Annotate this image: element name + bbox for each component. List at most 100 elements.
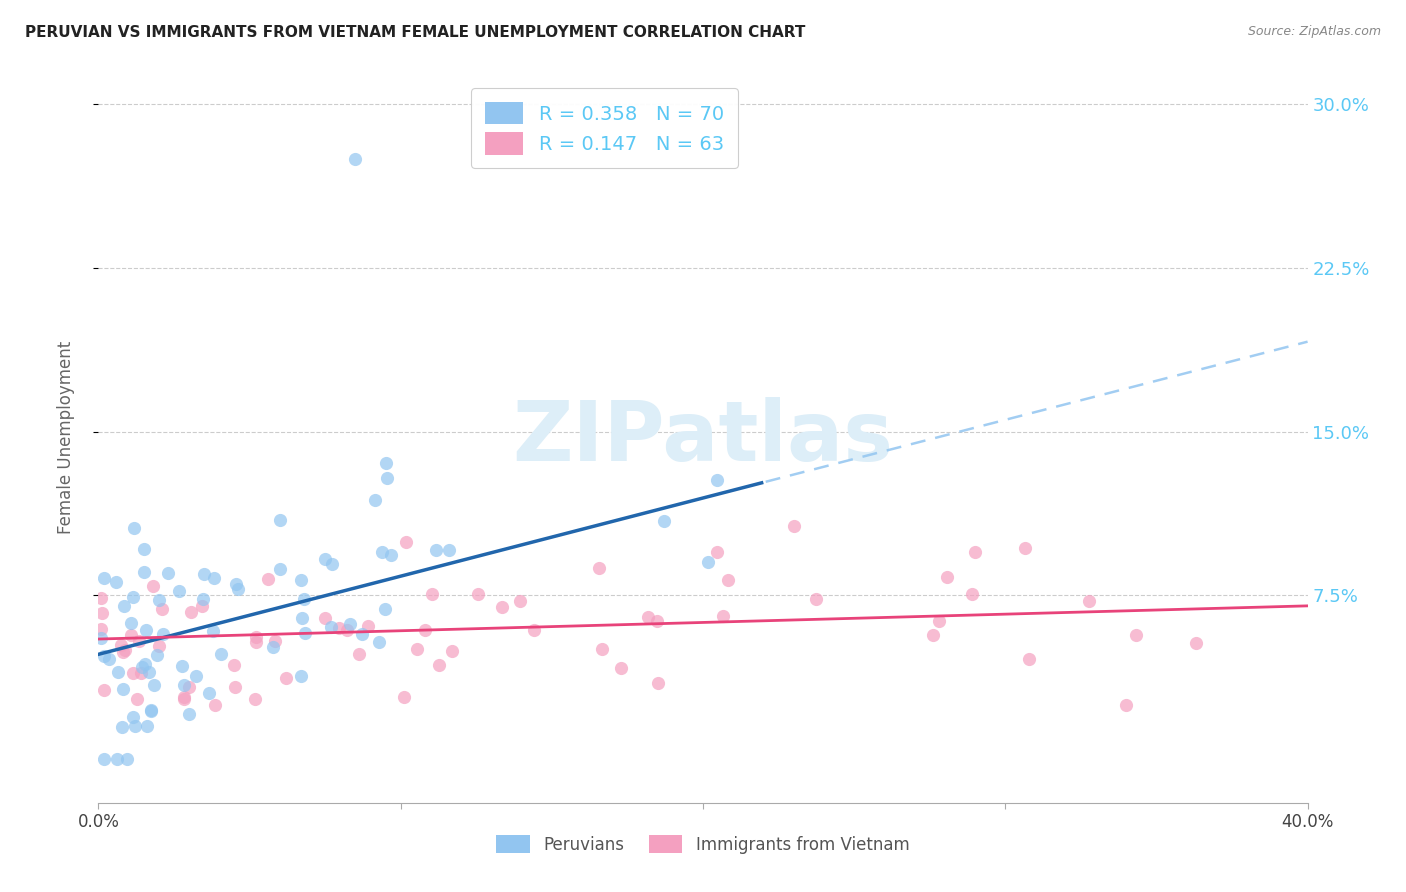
Point — [375, 470, 398, 484]
Point — [965, 545, 987, 559]
Point — [93, 648, 115, 663]
Point — [128, 634, 150, 648]
Point — [107, 665, 129, 680]
Point — [291, 611, 314, 625]
Point — [269, 562, 291, 576]
Text: Source: ZipAtlas.com: Source: ZipAtlas.com — [1247, 25, 1381, 38]
Point — [375, 456, 398, 470]
Point — [936, 570, 959, 584]
Point — [122, 710, 145, 724]
Point — [420, 587, 443, 601]
Text: PERUVIAN VS IMMIGRANTS FROM VIETNAM FEMALE UNEMPLOYMENT CORRELATION CHART: PERUVIAN VS IMMIGRANTS FROM VIETNAM FEMA… — [25, 25, 806, 40]
Point — [131, 660, 153, 674]
Point — [211, 647, 233, 661]
Point — [245, 630, 267, 644]
Point — [193, 567, 215, 582]
Point — [1018, 651, 1040, 665]
Point — [350, 627, 373, 641]
Point — [395, 534, 418, 549]
Point — [112, 599, 135, 614]
Point — [114, 643, 136, 657]
Point — [143, 678, 166, 692]
Point — [523, 624, 546, 638]
Point — [148, 639, 170, 653]
Point — [647, 614, 669, 628]
Point — [104, 574, 127, 589]
Point — [90, 591, 112, 606]
Point — [111, 645, 134, 659]
Point — [374, 601, 396, 615]
Point — [111, 681, 134, 696]
Point — [202, 571, 225, 585]
Point — [150, 602, 173, 616]
Point — [263, 633, 285, 648]
Point — [122, 521, 145, 535]
Point — [180, 605, 202, 619]
Point — [437, 543, 460, 558]
Y-axis label: Female Unemployment: Female Unemployment — [56, 341, 75, 533]
Point — [314, 551, 336, 566]
Point — [1184, 635, 1206, 649]
Point — [637, 610, 659, 624]
Point — [139, 703, 162, 717]
Point — [170, 659, 193, 673]
Point — [290, 669, 312, 683]
Point — [1077, 594, 1099, 608]
Point — [98, 651, 121, 665]
Point — [783, 518, 806, 533]
Point — [294, 625, 316, 640]
Point — [193, 592, 215, 607]
Point — [717, 574, 740, 588]
Point — [314, 610, 336, 624]
Point — [654, 514, 676, 528]
Point — [222, 658, 245, 673]
Point — [93, 571, 115, 585]
Point — [90, 606, 112, 620]
Point — [491, 599, 513, 614]
Point — [127, 691, 149, 706]
Point — [93, 752, 115, 766]
Point — [105, 752, 128, 766]
Point — [245, 635, 267, 649]
Point — [380, 549, 402, 563]
Point — [394, 690, 416, 705]
Point — [336, 624, 359, 638]
Point — [225, 577, 247, 591]
Point — [120, 615, 142, 630]
Point — [276, 671, 298, 685]
Point — [357, 619, 380, 633]
Point — [132, 565, 155, 579]
Point — [347, 647, 370, 661]
Point — [425, 543, 447, 558]
Point — [135, 623, 157, 637]
Point — [269, 513, 291, 527]
Point — [960, 587, 983, 601]
Point — [129, 665, 152, 680]
Point — [413, 624, 436, 638]
Point — [146, 648, 169, 662]
Point — [928, 615, 950, 629]
Point — [427, 658, 450, 673]
Point — [90, 631, 112, 645]
Point — [226, 582, 249, 596]
Point — [136, 719, 159, 733]
Point — [344, 152, 367, 166]
Point — [184, 669, 207, 683]
Point — [93, 683, 115, 698]
Point — [142, 579, 165, 593]
Point — [124, 719, 146, 733]
Point — [204, 698, 226, 712]
Point — [90, 622, 112, 636]
Point — [292, 591, 315, 606]
Point — [321, 619, 343, 633]
Point — [609, 661, 631, 675]
Point — [706, 545, 728, 559]
Point — [591, 641, 613, 656]
Point — [138, 665, 160, 680]
Point — [177, 680, 200, 694]
Point — [198, 686, 221, 700]
Point — [1125, 628, 1147, 642]
Point — [441, 644, 464, 658]
Point — [588, 560, 610, 574]
Point — [647, 675, 669, 690]
